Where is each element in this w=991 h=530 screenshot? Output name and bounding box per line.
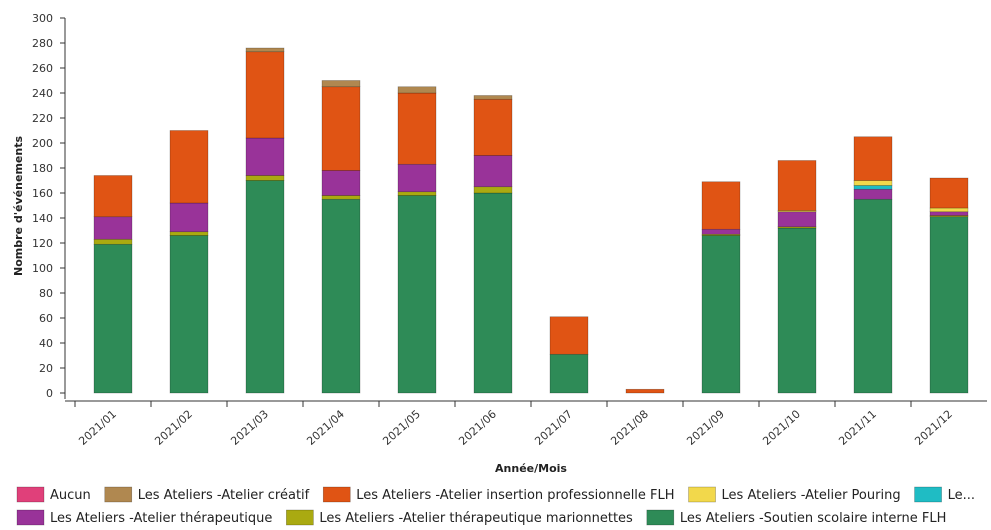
- y-tick-label: 140: [32, 212, 53, 225]
- legend-label[interactable]: Les Ateliers -Atelier thérapeutique: [50, 511, 272, 526]
- y-tick-label: 120: [32, 237, 53, 250]
- legend-swatch[interactable]: [322, 486, 351, 503]
- legend-label[interactable]: Les Ateliers -Atelier thérapeutique mari…: [319, 511, 633, 526]
- bar-segment[interactable]: [397, 195, 437, 394]
- y-tick-label: 160: [32, 187, 53, 200]
- legend-label[interactable]: Le...: [948, 488, 975, 503]
- y-axis-title: Nombre d'événements: [12, 136, 25, 276]
- y-tick-label: 200: [32, 137, 53, 150]
- bar-segment[interactable]: [549, 316, 589, 355]
- bar-segment[interactable]: [245, 175, 285, 181]
- legend-label[interactable]: Aucun: [50, 488, 91, 503]
- bar-segment[interactable]: [93, 175, 133, 218]
- bar-segment[interactable]: [929, 207, 969, 213]
- bar-segment[interactable]: [245, 180, 285, 394]
- bar-segment[interactable]: [701, 181, 741, 230]
- bar-segment[interactable]: [245, 51, 285, 139]
- x-tick-label: 2021/06: [456, 408, 499, 448]
- bar-segment[interactable]: [473, 155, 513, 188]
- bar-segment[interactable]: [397, 92, 437, 165]
- bar-segment[interactable]: [853, 188, 893, 200]
- x-tick-label: 2021/08: [608, 408, 651, 448]
- bar-segment[interactable]: [321, 170, 361, 196]
- y-tick-label: 180: [32, 162, 53, 175]
- x-axis-ticks: 2021/01 2021/02 2021/03 2021/04 2021/05 2021/…: [74, 401, 955, 448]
- bar-segment[interactable]: [93, 238, 133, 245]
- legend-swatch[interactable]: [16, 509, 45, 526]
- x-axis-title: Année/Mois: [495, 462, 567, 475]
- legend-label[interactable]: Les Ateliers -Soutien scolaire interne F…: [680, 511, 947, 526]
- y-tick-label: 0: [46, 387, 53, 400]
- y-tick-label: 220: [32, 112, 53, 125]
- y-tick-label: 100: [32, 262, 53, 275]
- bar-segment[interactable]: [777, 227, 817, 394]
- y-tick-label: 300: [32, 12, 53, 25]
- legend-swatch[interactable]: [104, 486, 133, 503]
- bar-segment[interactable]: [93, 216, 133, 240]
- bar-segment[interactable]: [473, 192, 513, 394]
- bar-segment[interactable]: [321, 86, 361, 171]
- legend-swatch[interactable]: [646, 509, 675, 526]
- legend-swatch[interactable]: [914, 486, 942, 503]
- y-tick-label: 60: [39, 312, 53, 325]
- bar-segment[interactable]: [777, 211, 817, 228]
- x-tick-label: 2021/01: [76, 408, 119, 448]
- y-tick-label: 280: [32, 37, 53, 50]
- bar-segment[interactable]: [93, 243, 133, 394]
- y-tick-label: 20: [39, 362, 53, 375]
- bar-segment[interactable]: [169, 235, 209, 394]
- legend-label[interactable]: Les Ateliers -Atelier créatif: [138, 488, 310, 503]
- bar-segment[interactable]: [169, 202, 209, 233]
- legend: Aucun Les Ateliers -Atelier créatif Les At…: [16, 486, 975, 526]
- bar-segment[interactable]: [777, 160, 817, 211]
- bar-segment[interactable]: [321, 80, 361, 88]
- bar-segment[interactable]: [169, 130, 209, 204]
- legend-label[interactable]: Les Ateliers -Atelier Pouring: [722, 488, 901, 503]
- legend-swatch[interactable]: [688, 486, 716, 503]
- legend-swatch[interactable]: [286, 509, 314, 526]
- bar-segment[interactable]: [321, 198, 361, 394]
- bar-segment[interactable]: [397, 191, 437, 196]
- x-tick-label: 2021/03: [228, 408, 271, 448]
- x-tick-label: 2021/02: [152, 408, 195, 448]
- x-tick-label: 2021/07: [532, 408, 575, 448]
- bar-segment[interactable]: [473, 98, 513, 156]
- bar-segment[interactable]: [853, 198, 893, 394]
- bar-segment[interactable]: [929, 177, 969, 209]
- x-tick-label: 2021/05: [380, 408, 423, 448]
- bar-segment[interactable]: [549, 353, 589, 394]
- bar-segment[interactable]: [929, 211, 969, 216]
- bar-segment[interactable]: [321, 195, 361, 200]
- x-tick-label: 2021/10: [760, 408, 803, 448]
- bar-segment[interactable]: [701, 228, 741, 235]
- bar-segment[interactable]: [245, 47, 285, 53]
- bar-segment[interactable]: [853, 136, 893, 181]
- y-tick-label: 40: [39, 337, 53, 350]
- y-tick-label: 240: [32, 87, 53, 100]
- x-tick-label: 2021/04: [304, 408, 347, 448]
- bar-segment[interactable]: [245, 137, 285, 176]
- x-tick-label: 2021/11: [836, 408, 879, 448]
- bar-segment[interactable]: [701, 235, 741, 394]
- x-tick-label: 2021/12: [912, 408, 955, 448]
- y-axis-ticks: 0 20 40 60 80 100 120 140 160 180 200 220 240 260 280 3…: [32, 12, 65, 400]
- bar-segment[interactable]: [397, 86, 437, 94]
- legend-swatch[interactable]: [16, 486, 45, 503]
- bar-segment[interactable]: [473, 186, 513, 194]
- y-tick-label: 80: [39, 287, 53, 300]
- y-tick-label: 260: [32, 62, 53, 75]
- bars-layer: [93, 47, 969, 394]
- x-tick-label: 2021/09: [684, 408, 727, 448]
- legend-label[interactable]: Les Ateliers -Atelier insertion professi…: [356, 488, 674, 503]
- bar-segment[interactable]: [473, 95, 513, 100]
- bar-segment[interactable]: [853, 180, 893, 186]
- bar-segment[interactable]: [625, 388, 665, 394]
- bar-segment[interactable]: [169, 231, 209, 236]
- bar-segment[interactable]: [853, 185, 893, 190]
- bar-segment[interactable]: [397, 163, 437, 193]
- bar-segment[interactable]: [929, 216, 969, 394]
